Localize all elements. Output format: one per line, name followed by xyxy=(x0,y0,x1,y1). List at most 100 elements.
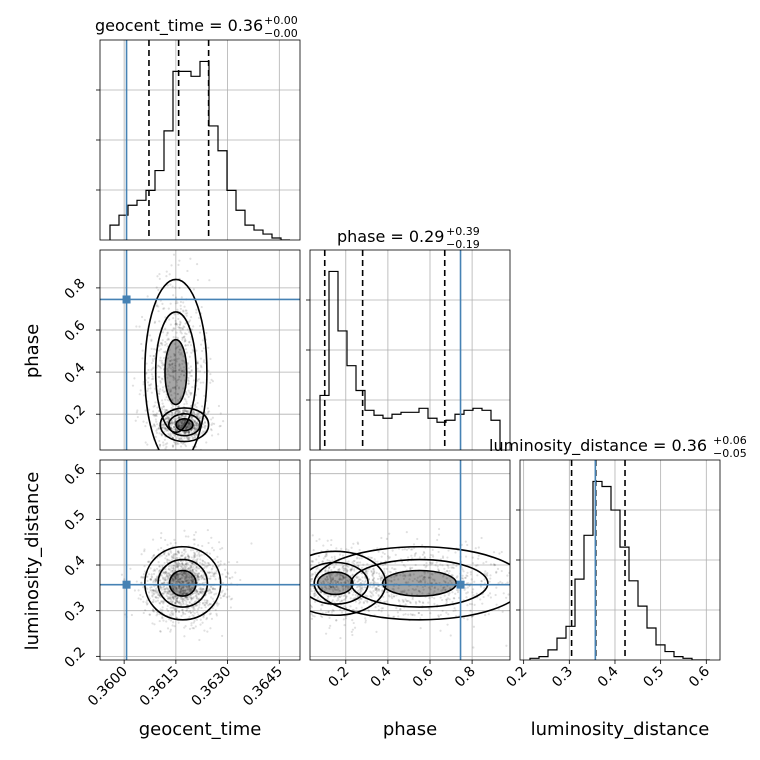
scatter-phase-vs-luminosity-distance-point xyxy=(304,575,306,577)
scatter-geocent-time-vs-luminosity-distance-point xyxy=(206,601,209,604)
scatter-geocent-time-vs-luminosity-distance-point xyxy=(190,622,193,625)
scatter-geocent-time-vs-phase-point xyxy=(178,416,181,419)
scatter-geocent-time-vs-luminosity-distance-point xyxy=(143,548,146,551)
scatter-geocent-time-vs-luminosity-distance-point xyxy=(185,596,188,599)
scatter-geocent-time-vs-phase-point xyxy=(181,469,183,471)
scatter-geocent-time-vs-luminosity-distance-point xyxy=(156,612,159,616)
scatter-geocent-time-vs-luminosity-distance-point xyxy=(158,569,161,572)
scatter-geocent-time-vs-phase-point xyxy=(177,425,180,429)
scatter-phase-vs-luminosity-distance-point xyxy=(357,564,360,567)
scatter-phase-vs-luminosity-distance-point xyxy=(338,568,341,571)
scatter-geocent-time-vs-luminosity-distance-point xyxy=(176,556,179,559)
scatter-geocent-time-vs-phase-point xyxy=(178,375,181,378)
scatter-phase-vs-luminosity-distance-point xyxy=(289,572,291,574)
scatter-phase-vs-luminosity-distance-point xyxy=(433,597,436,600)
scatter-geocent-time-vs-luminosity-distance-point xyxy=(157,561,160,564)
scatter-geocent-time-vs-luminosity-distance-point xyxy=(182,589,185,593)
scatter-phase-vs-luminosity-distance-point xyxy=(451,600,454,604)
scatter-phase-vs-luminosity-distance-point xyxy=(306,597,308,599)
scatter-geocent-time-vs-phase-point xyxy=(145,421,148,424)
scatter-geocent-time-vs-luminosity-distance-point xyxy=(178,586,181,590)
scatter-phase-vs-luminosity-distance-point xyxy=(555,620,557,622)
scatter-phase-vs-luminosity-distance-point xyxy=(333,595,336,598)
scatter-geocent-time-vs-luminosity-distance-point xyxy=(162,571,165,574)
scatter-phase-vs-luminosity-distance-contour-0-2 xyxy=(316,571,354,596)
scatter-geocent-time-vs-luminosity-distance-point xyxy=(154,579,157,582)
scatter-phase-vs-luminosity-distance-point xyxy=(372,576,375,579)
scatter-geocent-time-vs-luminosity-distance-point xyxy=(183,599,186,602)
scatter-phase-vs-luminosity-distance-point xyxy=(411,548,414,551)
scatter-geocent-time-vs-phase-point xyxy=(197,316,201,320)
scatter-phase-vs-luminosity-distance-point xyxy=(334,579,337,582)
scatter-phase-vs-luminosity-distance-point xyxy=(513,557,515,559)
scatter-geocent-time-vs-luminosity-distance-point xyxy=(170,567,173,570)
title-luminosity-distance: luminosity_distance = 0.36 xyxy=(489,436,707,456)
scatter-phase-vs-luminosity-distance-point xyxy=(313,593,316,596)
scatter-phase-vs-luminosity-distance-point xyxy=(501,581,504,585)
scatter-geocent-time-vs-phase-point xyxy=(181,327,184,330)
scatter-geocent-time-vs-luminosity-distance-point xyxy=(199,588,202,591)
scatter-geocent-time-vs-luminosity-distance-point xyxy=(141,595,144,598)
scatter-geocent-time-vs-luminosity-distance-point xyxy=(208,602,212,606)
scatter-geocent-time-vs-phase-point xyxy=(168,390,172,393)
scatter-phase-vs-luminosity-distance-point xyxy=(359,578,362,581)
scatter-phase-vs-luminosity-distance-point xyxy=(377,593,380,597)
scatter-geocent-time-vs-phase-point xyxy=(202,423,205,426)
scatter-geocent-time-vs-luminosity-distance-point xyxy=(174,566,177,569)
scatter-geocent-time-vs-luminosity-distance-point xyxy=(205,618,208,621)
scatter-phase-vs-luminosity-distance-point xyxy=(337,581,340,584)
scatter-phase-vs-luminosity-distance-point xyxy=(321,560,324,563)
scatter-geocent-time-vs-phase-point xyxy=(179,321,182,324)
scatter-geocent-time-vs-luminosity-distance-point xyxy=(211,587,215,591)
scatter-geocent-time-vs-luminosity-distance-point xyxy=(148,613,152,616)
scatter-geocent-time-vs-phase-point xyxy=(158,443,161,446)
scatter-phase-vs-luminosity-distance-point xyxy=(360,590,363,593)
scatter-phase-vs-luminosity-distance-point xyxy=(414,563,417,567)
scatter-geocent-time-vs-luminosity-distance-point xyxy=(182,567,185,570)
scatter-geocent-time-vs-phase-point xyxy=(204,427,207,430)
scatter-geocent-time-vs-phase-point xyxy=(177,411,180,414)
scatter-geocent-time-vs-luminosity-distance-point xyxy=(165,570,168,573)
scatter-geocent-time-vs-luminosity-distance-point xyxy=(173,553,177,556)
scatter-geocent-time-vs-luminosity-distance-point xyxy=(187,579,190,582)
scatter-phase-vs-luminosity-distance-point xyxy=(343,593,346,596)
scatter-phase-vs-luminosity-distance-point xyxy=(414,552,418,555)
scatter-geocent-time-vs-luminosity-distance-point xyxy=(172,588,175,591)
scatter-phase-vs-luminosity-distance-point xyxy=(354,593,357,597)
scatter-geocent-time-vs-luminosity-distance-point xyxy=(141,576,145,579)
scatter-phase-vs-luminosity-distance-point xyxy=(312,592,316,595)
scatter-geocent-time-vs-luminosity-distance-point xyxy=(171,569,174,573)
scatter-geocent-time-vs-phase-point xyxy=(181,338,184,341)
scatter-geocent-time-vs-luminosity-distance-point xyxy=(175,563,178,566)
scatter-phase-vs-luminosity-distance-point xyxy=(371,578,375,582)
scatter-geocent-time-vs-luminosity-distance-point xyxy=(184,624,187,628)
xtick-label-luminosity-distance-2: 0.4 xyxy=(595,663,622,690)
scatter-geocent-time-vs-luminosity-distance-point xyxy=(234,571,237,574)
scatter-phase-vs-luminosity-distance-point xyxy=(324,569,327,572)
scatter-phase-vs-luminosity-distance-point xyxy=(312,573,315,576)
scatter-geocent-time-vs-phase-point xyxy=(164,443,167,446)
scatter-geocent-time-vs-luminosity-distance-point xyxy=(185,592,188,595)
scatter-geocent-time-vs-phase-point xyxy=(162,426,165,429)
scatter-geocent-time-vs-luminosity-distance-point xyxy=(151,588,154,591)
scatter-phase-vs-luminosity-distance-point xyxy=(340,599,344,602)
scatter-geocent-time-vs-phase-point xyxy=(174,319,177,323)
scatter-geocent-time-vs-luminosity-distance-point xyxy=(144,609,147,612)
scatter-geocent-time-vs-phase-point xyxy=(173,418,176,421)
scatter-phase-vs-luminosity-distance-point xyxy=(389,571,392,574)
scatter-phase-vs-luminosity-distance-point xyxy=(328,574,332,577)
xtick-label-phase-3: 0.8 xyxy=(452,664,479,691)
scatter-phase-vs-luminosity-distance-point xyxy=(418,590,421,593)
scatter-phase-vs-luminosity-distance-point xyxy=(335,547,338,550)
scatter-geocent-time-vs-phase-point xyxy=(186,410,189,413)
scatter-phase-vs-luminosity-distance-point xyxy=(383,600,386,604)
scatter-geocent-time-vs-luminosity-distance-point xyxy=(168,597,171,600)
scatter-geocent-time-vs-luminosity-distance-point xyxy=(178,585,181,588)
scatter-geocent-time-vs-luminosity-distance-point xyxy=(188,561,191,564)
scatter-geocent-time-vs-luminosity-distance-point xyxy=(173,561,177,564)
scatter-phase-vs-luminosity-distance-point xyxy=(287,560,289,562)
scatter-geocent-time-vs-phase-point xyxy=(186,425,190,429)
scatter-geocent-time-vs-luminosity-distance-point xyxy=(173,585,176,588)
scatter-phase-vs-luminosity-distance-point xyxy=(413,588,416,592)
scatter-phase-vs-luminosity-distance-point xyxy=(450,581,453,585)
